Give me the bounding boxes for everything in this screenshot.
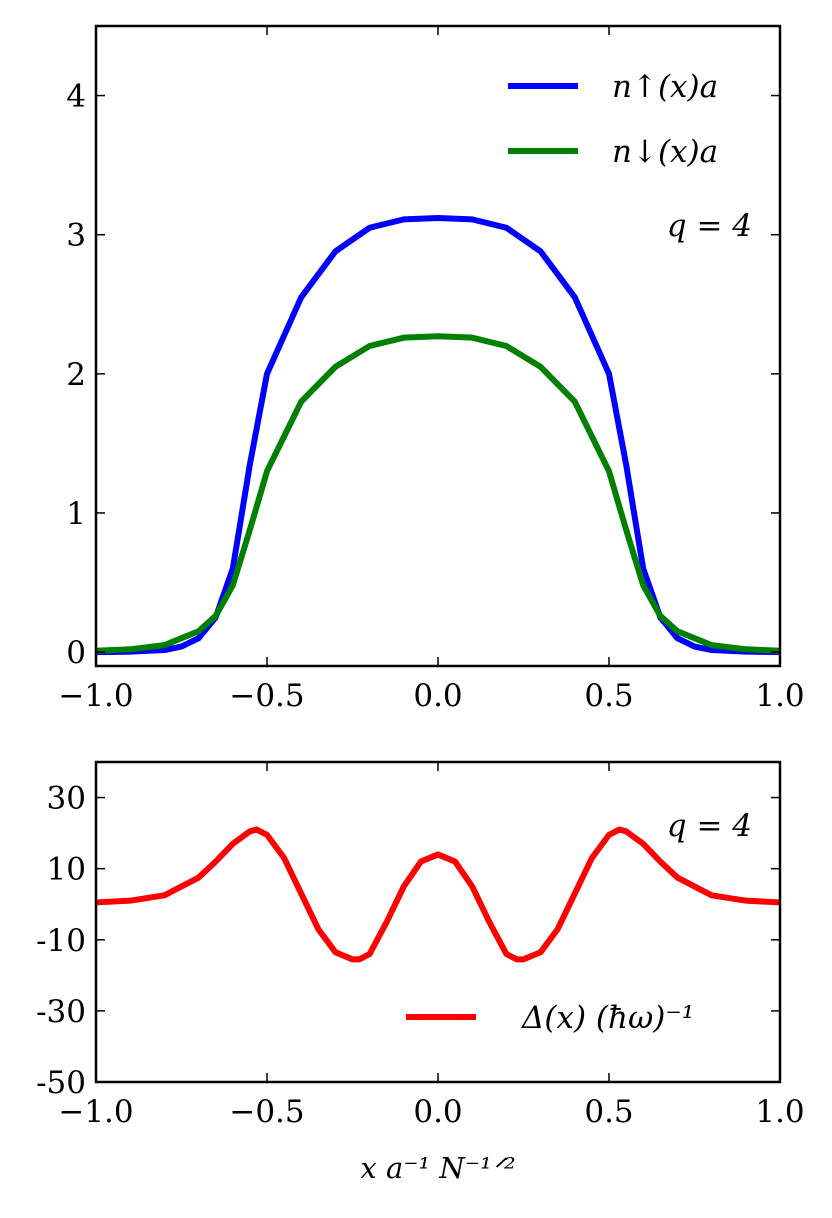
- legend-label-n-up: n↑(x)a: [612, 69, 718, 105]
- density-panel: −1.0 −0.5 0.0 0.5 1.0 0 1 2 3 4 n↑(x)a n↓(x)a q =…: [58, 24, 805, 714]
- density-y-tick-label: 1: [66, 496, 86, 532]
- legend-label-delta: Δ(x) (ħω)⁻¹: [521, 1000, 694, 1036]
- density-x-tick-label: 1.0: [755, 678, 804, 714]
- density-y-tick-label: 0: [66, 635, 86, 671]
- gap-x-tick-label: −1.0: [58, 1094, 133, 1130]
- gap-x-tick-label: −0.5: [229, 1094, 304, 1130]
- gap-y-tick-label: 10: [47, 852, 86, 888]
- density-x-tick-label: −0.5: [229, 678, 304, 714]
- density-x-tick-label: −1.0: [58, 678, 133, 714]
- gap-y-tick-label: -10: [36, 923, 86, 959]
- gap-y-tick-label: -30: [36, 994, 86, 1030]
- gap-x-tick-label: 0.5: [584, 1094, 633, 1130]
- density-x-tick-label: 0.5: [584, 678, 633, 714]
- gap-q-annotation: q = 4: [667, 808, 752, 844]
- x-axis-label: x a⁻¹ N⁻¹ᐟ²: [360, 1151, 515, 1185]
- gap-y-tick-label: 30: [47, 781, 86, 817]
- density-legend: n↑(x)a n↓(x)a: [508, 69, 718, 170]
- gap-series-0-line: [95, 826, 781, 963]
- gap-x-tick-label: 1.0: [755, 1094, 804, 1130]
- gap-panel: −1.0 −0.5 0.0 0.5 1.0 30 10 -10 -30 -50 Δ(x) (ħω)…: [36, 760, 805, 1130]
- gap-x-tick-label: 0.0: [413, 1094, 462, 1130]
- density-series-1-line: [95, 333, 781, 654]
- density-series-0-line: [95, 215, 781, 656]
- density-x-tick-label: 0.0: [413, 678, 462, 714]
- legend-label-n-down: n↓(x)a: [612, 134, 718, 170]
- density-y-tick-label: 4: [66, 79, 86, 115]
- density-q-annotation: q = 4: [667, 208, 752, 244]
- density-y-tick-label: 2: [66, 357, 86, 393]
- gap-y-tick-label: -50: [36, 1065, 86, 1101]
- density-plot-frame: [94, 24, 782, 668]
- density-y-tick-label: 3: [66, 218, 86, 254]
- gap-legend: Δ(x) (ħω)⁻¹: [406, 1000, 694, 1036]
